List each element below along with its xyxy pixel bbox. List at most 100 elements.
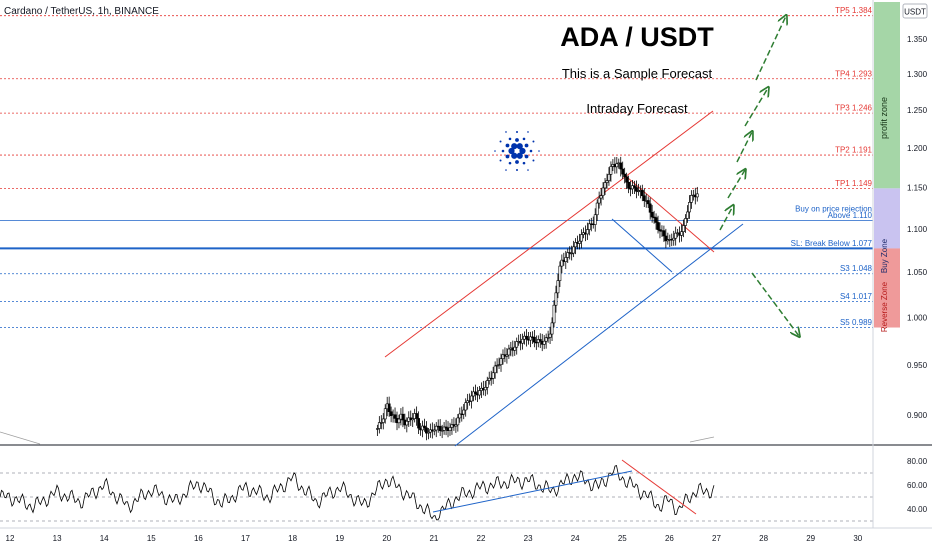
candle-body xyxy=(507,348,511,356)
candle-body xyxy=(658,229,662,232)
level-label-3: TP2 1.191 xyxy=(835,146,872,155)
time-tick-0: 12 xyxy=(6,534,15,543)
candle-body xyxy=(635,187,638,192)
level-label-8: S3 1.048 xyxy=(840,264,873,273)
target-arrow-1 xyxy=(719,206,733,231)
candle-body xyxy=(648,203,652,213)
candle-body xyxy=(574,242,577,248)
candle-body xyxy=(625,176,629,183)
candle-body xyxy=(593,214,597,225)
candle-body xyxy=(550,322,554,335)
candle-body xyxy=(387,403,391,413)
candle-body xyxy=(491,372,495,379)
rsi-bearish-trend xyxy=(621,459,697,515)
candle-body xyxy=(456,417,460,426)
level-label-4: TP1 1.149 xyxy=(835,179,872,188)
candle-body xyxy=(427,431,430,434)
candle-body xyxy=(554,292,558,306)
price-tick-0: 1.350 xyxy=(907,35,928,44)
candle-body xyxy=(505,354,509,357)
profit-zone-band xyxy=(874,2,900,189)
currency-badge[interactable]: USDT xyxy=(902,3,928,19)
time-tick-6: 18 xyxy=(288,534,297,543)
candle-body xyxy=(464,402,468,411)
level-label-0: TP5 1.384 xyxy=(835,6,872,15)
candle-body xyxy=(623,173,627,177)
candle-body xyxy=(572,246,576,254)
candle-body xyxy=(603,182,607,189)
candle-body xyxy=(525,335,528,340)
candle-body xyxy=(556,280,560,294)
candle-body xyxy=(650,211,654,218)
candle-body xyxy=(425,427,428,434)
candle-body xyxy=(695,193,699,198)
candle-body xyxy=(454,424,458,427)
candle-body xyxy=(587,223,591,230)
price-tick-3: 1.200 xyxy=(907,144,928,153)
candle-body xyxy=(521,338,525,344)
candle-body xyxy=(548,333,552,338)
candle-body xyxy=(383,408,387,420)
candlestick-series xyxy=(375,156,699,441)
candle-body xyxy=(397,418,401,424)
candle-body xyxy=(377,422,381,429)
candle-body xyxy=(411,418,415,421)
time-tick-2: 14 xyxy=(100,534,109,543)
cardano-logo-icon xyxy=(494,131,540,171)
candle-body xyxy=(570,252,574,255)
candle-body xyxy=(633,185,636,188)
target-arrow-3 xyxy=(736,132,752,163)
candle-body xyxy=(544,337,548,342)
candle-body xyxy=(493,365,497,374)
candle-body xyxy=(662,230,666,237)
level-label-9: S4 1.017 xyxy=(840,292,873,301)
level-label-6: Above 1.110 xyxy=(828,211,873,220)
candle-body xyxy=(672,237,676,241)
candle-body xyxy=(487,377,491,381)
candle-body xyxy=(609,166,613,175)
time-axis: 12 13 14 15 16 17 18 19 20 21 22 23 24 25 26 27 28 29 30 xyxy=(6,534,863,543)
price-tick-7: 1.000 xyxy=(907,313,928,322)
target-arrow-5 xyxy=(755,16,786,81)
target-arrow-4 xyxy=(744,88,768,127)
price-tick-5: 1.100 xyxy=(907,225,928,234)
candle-body xyxy=(558,265,562,281)
candle-body xyxy=(546,337,550,339)
candle-body xyxy=(470,395,473,402)
candle-body xyxy=(417,418,420,429)
candle-body xyxy=(501,354,505,359)
buy-zone-band xyxy=(874,188,900,249)
candle-body xyxy=(552,304,556,324)
candle-body xyxy=(560,259,564,267)
candle-body xyxy=(432,429,436,432)
time-tick-17: 29 xyxy=(806,534,815,543)
forecast-type: Intraday Forecast xyxy=(586,101,688,116)
time-tick-14: 26 xyxy=(665,534,674,543)
candle-body xyxy=(434,425,438,431)
zone-bands xyxy=(874,2,900,328)
bearish-arrow xyxy=(751,272,799,336)
time-tick-16: 28 xyxy=(759,534,768,543)
candle-body xyxy=(605,180,609,183)
target-arrow-2 xyxy=(727,170,745,199)
candle-body xyxy=(580,234,583,242)
reverse-zone-label: Reverse Zone xyxy=(880,281,889,332)
ascending-trend-support xyxy=(454,223,744,447)
candle-body xyxy=(646,200,650,205)
candle-body xyxy=(686,211,689,219)
level-label-1: TP4 1.293 xyxy=(835,69,872,78)
candle-body xyxy=(462,409,466,415)
ma-fragment xyxy=(689,436,715,443)
candle-body xyxy=(684,218,687,226)
time-tick-12: 24 xyxy=(571,534,580,543)
time-tick-18: 30 xyxy=(853,534,862,543)
profit-zone-label: profit zone xyxy=(879,97,889,139)
candle-body xyxy=(515,341,519,348)
candle-body xyxy=(532,337,536,343)
candle-body xyxy=(640,189,644,197)
level-label-10: S5 0.989 xyxy=(840,318,873,327)
candle-body xyxy=(621,168,625,175)
price-tick-8: 0.950 xyxy=(907,361,928,370)
